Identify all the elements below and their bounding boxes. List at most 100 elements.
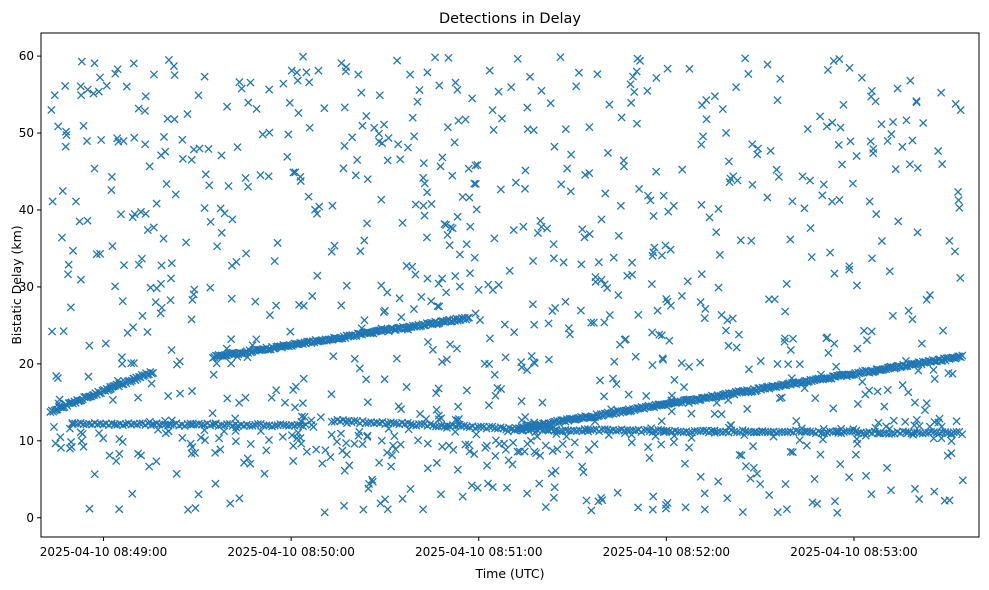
data-point bbox=[451, 415, 460, 424]
data-point bbox=[922, 295, 931, 304]
data-point bbox=[423, 68, 432, 77]
data-point bbox=[877, 236, 886, 246]
data-point bbox=[937, 422, 946, 431]
data-point bbox=[227, 335, 236, 344]
data-point bbox=[461, 440, 470, 449]
data-point bbox=[649, 492, 658, 501]
data-point bbox=[145, 462, 154, 471]
data-point bbox=[937, 88, 946, 97]
data-point bbox=[845, 262, 854, 271]
data-point bbox=[826, 248, 835, 257]
data-point bbox=[211, 448, 220, 457]
data-point bbox=[494, 280, 503, 289]
data-point bbox=[110, 420, 119, 429]
data-point bbox=[697, 101, 707, 110]
data-point bbox=[206, 217, 215, 226]
plot-frame bbox=[40, 32, 980, 538]
data-point bbox=[608, 374, 618, 383]
data-point bbox=[169, 61, 179, 71]
data-point bbox=[589, 425, 598, 434]
data-point bbox=[354, 70, 363, 79]
data-point bbox=[647, 424, 656, 433]
data-point bbox=[597, 493, 606, 502]
data-point bbox=[342, 438, 351, 448]
data-point bbox=[95, 73, 105, 82]
data-point bbox=[472, 430, 481, 439]
data-point bbox=[813, 499, 822, 508]
data-point bbox=[822, 122, 831, 131]
data-point bbox=[724, 157, 734, 166]
data-point bbox=[273, 238, 282, 247]
data-point bbox=[375, 137, 384, 146]
data-point bbox=[251, 297, 260, 306]
data-point bbox=[523, 489, 532, 498]
scatter-points bbox=[46, 52, 967, 517]
data-point bbox=[523, 103, 532, 112]
data-point bbox=[364, 484, 373, 493]
data-point bbox=[235, 78, 244, 87]
data-point bbox=[597, 275, 606, 284]
data-point bbox=[437, 414, 446, 423]
data-point bbox=[828, 118, 837, 127]
data-point bbox=[406, 70, 415, 79]
data-point bbox=[291, 168, 300, 177]
data-point bbox=[136, 207, 146, 216]
data-point bbox=[873, 387, 882, 396]
data-point bbox=[901, 417, 910, 426]
data-point bbox=[549, 254, 558, 263]
data-point bbox=[780, 337, 789, 346]
data-point bbox=[435, 302, 444, 311]
data-point bbox=[624, 407, 633, 416]
data-point bbox=[154, 425, 163, 434]
data-point bbox=[410, 132, 419, 141]
data-point bbox=[649, 211, 658, 221]
data-point bbox=[484, 401, 494, 410]
data-point bbox=[845, 473, 854, 482]
data-point bbox=[746, 474, 755, 483]
data-point bbox=[248, 421, 257, 430]
data-point bbox=[480, 359, 489, 368]
data-point bbox=[220, 427, 229, 436]
data-point bbox=[632, 67, 641, 76]
data-point bbox=[107, 172, 116, 181]
data-point bbox=[930, 357, 939, 366]
data-point bbox=[362, 219, 372, 228]
data-point bbox=[945, 496, 954, 505]
data-point bbox=[289, 456, 298, 466]
data-point bbox=[756, 480, 765, 489]
data-point bbox=[883, 385, 892, 394]
data-point bbox=[143, 226, 152, 235]
data-point bbox=[587, 506, 596, 515]
data-point bbox=[937, 434, 946, 443]
data-point bbox=[819, 424, 828, 434]
data-point bbox=[463, 313, 472, 323]
data-point bbox=[922, 399, 931, 408]
data-point bbox=[118, 297, 127, 306]
data-point bbox=[113, 376, 122, 385]
data-point bbox=[585, 123, 594, 132]
data-point bbox=[623, 271, 632, 280]
data-point bbox=[419, 505, 428, 514]
data-point bbox=[525, 72, 535, 81]
data-point bbox=[546, 99, 555, 108]
data-point bbox=[567, 150, 576, 159]
data-point bbox=[617, 113, 626, 122]
data-point bbox=[436, 490, 446, 499]
data-point bbox=[594, 258, 603, 267]
data-point bbox=[740, 431, 749, 440]
data-point bbox=[521, 166, 530, 175]
data-point bbox=[383, 288, 392, 297]
data-point bbox=[446, 340, 455, 349]
data-point bbox=[84, 392, 93, 402]
data-point bbox=[537, 86, 546, 95]
data-point bbox=[645, 453, 654, 462]
data-point bbox=[543, 425, 552, 434]
data-point bbox=[558, 439, 567, 449]
data-point bbox=[628, 72, 638, 81]
data-point bbox=[402, 261, 411, 270]
data-point bbox=[892, 363, 901, 372]
data-point bbox=[883, 136, 892, 145]
data-point bbox=[597, 215, 606, 224]
data-point bbox=[112, 456, 121, 466]
data-point bbox=[551, 303, 560, 313]
